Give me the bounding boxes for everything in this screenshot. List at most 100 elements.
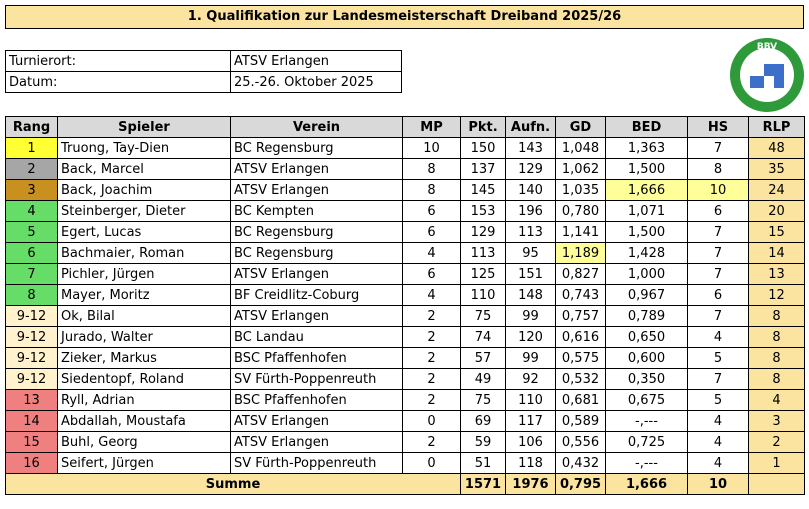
table-cell: Ryll, Adrian — [57, 389, 231, 411]
table-cell: 24 — [748, 179, 805, 201]
table-cell: 5 — [687, 347, 749, 369]
table-cell: 95 — [505, 242, 556, 264]
table-cell: 2 — [402, 368, 461, 390]
table-cell: 1 — [5, 137, 58, 159]
table-row: 9-12 Siedentopf, Roland SV Fürth-Poppenreu… — [5, 368, 805, 390]
table-cell: ATSV Erlangen — [230, 179, 403, 201]
table-cell: 1,071 — [605, 200, 688, 222]
table-cell: 120 — [505, 326, 556, 348]
table-cell: 106 — [505, 431, 556, 453]
table-cell: 12 — [748, 284, 805, 306]
table-cell: 0,589 — [555, 410, 606, 432]
table-cell: 0,350 — [605, 368, 688, 390]
table-cell: Ok, Bilal — [57, 305, 231, 327]
table-cell: 4 — [402, 284, 461, 306]
table-cell: 7 — [687, 137, 749, 159]
table-cell: 48 — [748, 137, 805, 159]
column-header: RLP — [748, 116, 805, 138]
table-cell: 2 — [5, 158, 58, 180]
table-cell: 145 — [460, 179, 506, 201]
table-cell: 74 — [460, 326, 506, 348]
info-value: ATSV Erlangen — [230, 50, 402, 72]
table-cell: 15 — [748, 221, 805, 243]
table-cell: BSC Pfaffenhofen — [230, 389, 403, 411]
table-cell: 9-12 — [5, 368, 58, 390]
table-cell: 0 — [402, 452, 461, 474]
table-cell: 1,048 — [555, 137, 606, 159]
table-cell: 7 — [687, 221, 749, 243]
table-cell: SV Fürth-Poppenreuth — [230, 452, 403, 474]
table-cell: Mayer, Moritz — [57, 284, 231, 306]
table-cell: Jurado, Walter — [57, 326, 231, 348]
table-cell: BSC Pfaffenhofen — [230, 347, 403, 369]
table-cell: 4 — [402, 242, 461, 264]
table-cell: 1,500 — [605, 221, 688, 243]
total-cell: 1976 — [505, 473, 556, 495]
table-cell: 129 — [505, 158, 556, 180]
table-cell: 8 — [402, 158, 461, 180]
table-cell: 0,757 — [555, 305, 606, 327]
table-cell: 6 — [402, 221, 461, 243]
column-header: Verein — [230, 116, 403, 138]
table-cell: 2 — [402, 326, 461, 348]
table-cell: 110 — [505, 389, 556, 411]
table-cell: 1,428 — [605, 242, 688, 264]
table-cell: Egert, Lucas — [57, 221, 231, 243]
total-cell-empty — [748, 473, 805, 495]
table-cell: 2 — [402, 389, 461, 411]
table-row: 4 Steinberger, Dieter BC Kempten 6 153 196 0,7… — [5, 200, 805, 222]
table-cell: 3 — [748, 410, 805, 432]
table-cell: 2 — [402, 347, 461, 369]
table-cell: 0,556 — [555, 431, 606, 453]
table-cell: ATSV Erlangen — [230, 431, 403, 453]
table-row: 5 Egert, Lucas BC Regensburg 6 129 113 1,141 1,… — [5, 221, 805, 243]
column-header: Rang — [5, 116, 58, 138]
table-cell: 9-12 — [5, 305, 58, 327]
table-body: 1 Truong, Tay-Dien BC Regensburg 10 150 143 1,… — [5, 137, 805, 495]
table-row: 14 Abdallah, Moustafa ATSV Erlangen 0 69 117 0… — [5, 410, 805, 432]
table-cell: 1,189 — [555, 242, 606, 264]
info-label: Datum: — [5, 71, 231, 93]
table-cell: 4 — [748, 389, 805, 411]
table-cell: BF Creidlitz-Coburg — [230, 284, 403, 306]
table-cell: 5 — [5, 221, 58, 243]
table-cell: 110 — [460, 284, 506, 306]
table-cell: 8 — [687, 158, 749, 180]
table-row: 16 Seifert, Jürgen SV Fürth-Poppenreuth 0 51… — [5, 452, 805, 474]
table-cell: 151 — [505, 263, 556, 285]
table-cell: 0,432 — [555, 452, 606, 474]
table-cell: 0,600 — [605, 347, 688, 369]
table-row: 7 Pichler, Jürgen ATSV Erlangen 6 125 151 0,82… — [5, 263, 805, 285]
total-label: Summe — [5, 473, 461, 495]
info-label: Turnierort: — [5, 50, 231, 72]
table-cell: 4 — [687, 410, 749, 432]
table-cell: 35 — [748, 158, 805, 180]
table-cell: 0,532 — [555, 368, 606, 390]
table-row: 13 Ryll, Adrian BSC Pfaffenhofen 2 75 110 0,68… — [5, 389, 805, 411]
table-cell: 6 — [402, 200, 461, 222]
total-row: Summe 1571 1976 0,795 1,666 10 — [5, 473, 805, 495]
table-cell: 0 — [402, 410, 461, 432]
table-cell: 4 — [687, 452, 749, 474]
table-cell: BC Kempten — [230, 200, 403, 222]
table-cell: Abdallah, Moustafa — [57, 410, 231, 432]
table-cell: Pichler, Jürgen — [57, 263, 231, 285]
table-cell: 8 — [748, 368, 805, 390]
table-cell: 3 — [5, 179, 58, 201]
table-cell: SV Fürth-Poppenreuth — [230, 368, 403, 390]
table-cell: BC Regensburg — [230, 221, 403, 243]
table-cell: 7 — [687, 263, 749, 285]
table-cell: 75 — [460, 389, 506, 411]
table-cell: Siedentopf, Roland — [57, 368, 231, 390]
table-cell: 150 — [460, 137, 506, 159]
table-cell: 0,681 — [555, 389, 606, 411]
table-cell: 9-12 — [5, 326, 58, 348]
table-cell: Zieker, Markus — [57, 347, 231, 369]
table-cell: Back, Marcel — [57, 158, 231, 180]
table-cell: 8 — [402, 179, 461, 201]
table-cell: 14 — [5, 410, 58, 432]
table-cell: 137 — [460, 158, 506, 180]
table-cell: 8 — [748, 347, 805, 369]
table-row: 15 Buhl, Georg ATSV Erlangen 2 59 106 0,556 0,7… — [5, 431, 805, 453]
